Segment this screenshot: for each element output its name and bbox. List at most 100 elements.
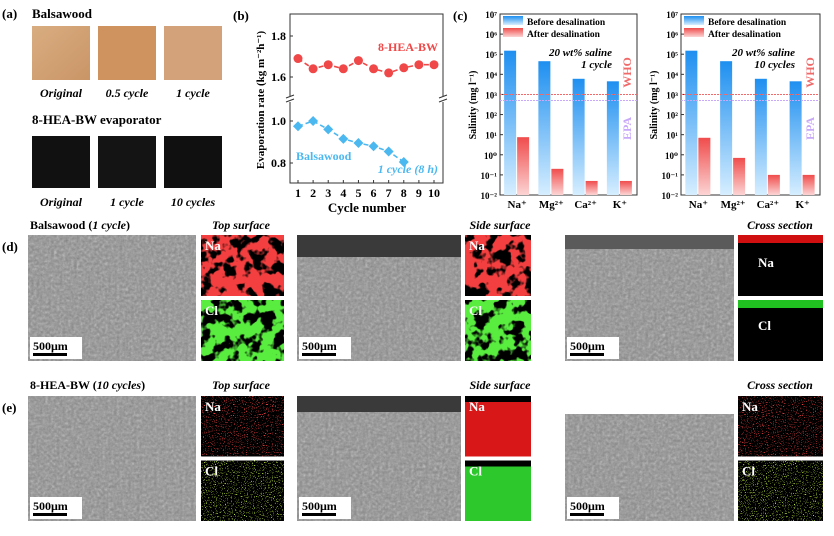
plot-frame [680,13,821,196]
section-title: Top surface [212,218,271,232]
legend-swatch [503,16,523,25]
y-tick-label: 10⁴ [485,70,497,80]
bar-before [606,81,619,195]
data-point [414,60,424,70]
scale-bar [33,353,67,356]
bar-before [685,50,698,195]
x-tick-label: 7 [386,186,392,200]
na-map [738,235,823,296]
row-title-part: 1 cycle [92,218,126,232]
series-line-hea-bw [297,57,434,74]
cl-map-signal [738,460,823,521]
y-tick-label: 10⁻² [662,191,679,201]
caption: Original [40,195,83,209]
panel-a: (a) Balsawood Original 0.5 cycle 1 cycle… [2,6,222,209]
data-point [429,60,439,70]
sample-photo [98,26,156,80]
annotation: 10 cycles [754,59,795,71]
y-tick-label: 10⁻² [481,191,498,201]
sample-photo [98,136,156,188]
reference-label: WHO [803,57,817,88]
panel-c-chart-1cycle: (c) 10⁻² 10⁻¹ 10⁰ 10¹ 10² 10³ 10⁴ 10⁵ 10⁶ 10⁷ Sali… [453,8,638,211]
panel-d: (d) Balsawood (1 cycle) 500μm Top surface Na… [2,218,823,361]
bar-after [517,137,530,195]
bar-before [504,50,517,195]
data-point [369,64,379,74]
y-tick-label: 10¹ [485,131,497,141]
y-tick-label: 10⁰ [665,151,678,161]
panel-e: (e) 8-HEA-BW (10 cycles) 500μm Top surface N… [2,378,823,521]
reference-label: EPA [803,117,817,140]
bar-after [802,174,815,195]
x-tick-label: 3 [325,186,331,200]
annotation: 20 wt% saline [548,47,612,59]
legend-label: After desalination [708,30,782,40]
element-label-na: Na [469,238,485,253]
x-tick-label: Ca²⁺ [574,199,597,211]
cl-map [738,300,823,361]
na-map-signal [201,396,284,457]
x-tick-label: Na⁺ [508,199,527,211]
x-tick-label: Mg²⁺ [539,199,564,211]
sample-photo [32,26,90,80]
x-tick-label: 9 [416,186,422,200]
data-point [293,54,303,64]
scale-bar [570,353,604,356]
scale-bar [33,513,67,516]
series-label: 8-HEA-BW [378,40,438,54]
data-point [353,138,364,149]
axis-break-gap [440,96,446,102]
na-map-signal [465,402,531,457]
element-label-na: Na [205,238,221,253]
x-tick-label: 4 [340,186,346,200]
x-tick-label: 5 [355,186,361,200]
row-title-part: Balsawood ( [30,218,92,232]
y-tick-label: 10² [485,111,497,121]
caption: 10 cycles [171,195,216,209]
legend-label: Before desalination [527,18,606,28]
cl-map-signal [465,300,531,361]
scale-bar [302,513,336,516]
data-point [384,68,394,78]
y-tick-label: 10³ [666,90,678,100]
y-axis-label: Evaporation rate (kg m⁻²h⁻¹) [255,31,267,170]
y-tick-label: 10⁷ [666,10,678,20]
panel-b-chart: (b) 1 2 3 4 5 6 7 8 9 10 1.6 1.8 0.8 1.0 Cycle number E… [233,8,448,215]
x-axis-label: Cycle number [328,200,407,215]
data-point [323,124,334,135]
na-map-signal [738,235,823,243]
scale-bar-label: 500μm [302,339,337,353]
x-tick-label: K⁺ [795,199,810,211]
panel-label: (c) [453,8,467,23]
legend-swatch [684,16,704,25]
y-tick-label: 10⁶ [666,30,678,40]
y-tick-label: 1.8 [271,29,286,43]
x-tick-label: Na⁺ [689,199,708,211]
reference-label: EPA [620,117,634,140]
data-point [308,64,318,74]
section-title: Cross section [747,378,813,392]
annotation: 20 wt% saline [731,47,795,59]
y-axis-label: Salinity (mg l⁻¹) [649,71,660,140]
section-title: Side surface [470,218,532,232]
row-title: Balsawood [32,6,93,21]
x-tick-label: 10 [428,186,440,200]
y-tick-label: 10¹ [666,131,678,141]
na-map-signal [465,235,531,296]
data-point [383,146,394,157]
legend-swatch [684,28,704,37]
panel-label: (d) [2,239,18,254]
y-tick-label: 1.6 [271,70,286,84]
data-point [338,64,348,74]
annotation: 1 cycle (8 h) [378,162,438,176]
bar-after [551,168,564,195]
sample-photo [164,136,222,188]
y-tick-label: 10² [666,111,678,121]
x-tick-label: 1 [295,186,301,200]
y-tick-label: 10⁵ [666,50,678,60]
x-tick-label: 6 [371,186,377,200]
axis-break-mark [285,94,448,103]
sample-photo [32,136,90,188]
y-tick-label: 10⁴ [666,70,678,80]
